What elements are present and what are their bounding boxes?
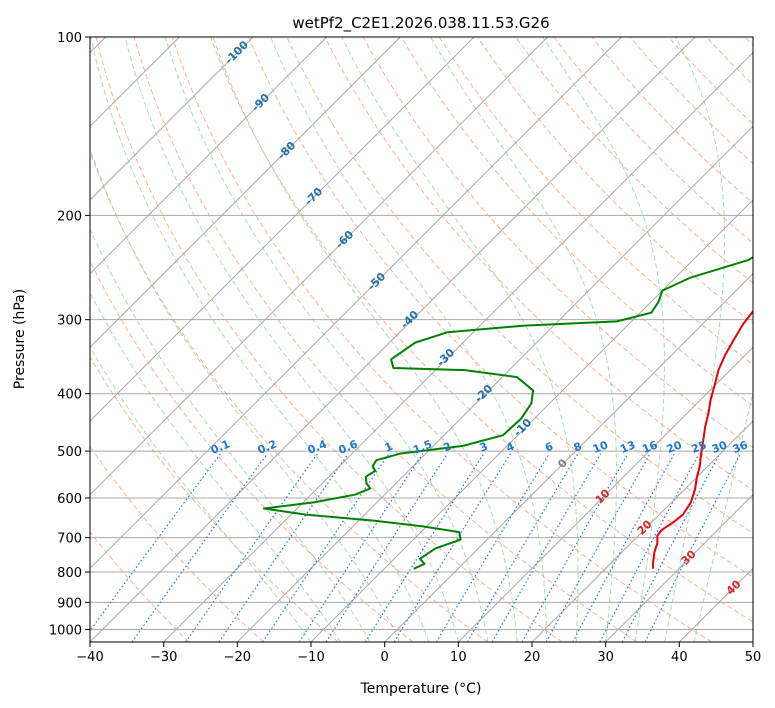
mixing-ratio-label: 3 <box>478 440 490 455</box>
isotherm-line <box>163 51 753 642</box>
isotherm-line <box>90 37 328 275</box>
mixing-ratio-line <box>298 453 424 642</box>
mixing-ratio-line <box>218 453 349 642</box>
dry-adiabat-line <box>171 37 712 642</box>
moist-adiabat-line <box>124 37 459 642</box>
background-lines <box>90 37 753 642</box>
moist-adiabat-line <box>90 291 341 642</box>
dry-adiabat-line <box>515 37 753 284</box>
moist-adiabat-line <box>542 37 665 642</box>
isotherm-line <box>457 346 753 642</box>
x-tick-label: −10 <box>297 650 324 665</box>
y-tick-label: 700 <box>57 532 82 547</box>
dry-adiabat-line <box>248 37 753 578</box>
mixing-ratio-line <box>325 453 449 642</box>
dry-adiabat-line <box>400 37 753 407</box>
isotherm-line <box>90 37 622 570</box>
data-lines <box>263 256 753 570</box>
moist-adiabat-line <box>90 147 400 642</box>
y-tick-label: 600 <box>57 492 82 507</box>
moist-adiabat-line <box>90 227 371 642</box>
isotherm-line <box>90 37 696 642</box>
moist-adiabat-line <box>341 37 579 642</box>
y-tick-label: 900 <box>57 596 82 611</box>
x-tick-label: −30 <box>150 650 177 665</box>
x-tick-label: 0 <box>381 650 389 665</box>
x-tick-label: 30 <box>597 650 614 665</box>
moist-adiabat-line <box>664 37 726 642</box>
x-tick-label: −40 <box>76 650 103 665</box>
dry-adiabat-line <box>90 531 190 642</box>
moist-adiabat-line <box>693 390 753 642</box>
y-tick-label: 200 <box>57 209 82 224</box>
isotherm-line <box>90 37 254 201</box>
moist-adiabat-line <box>164 37 489 642</box>
y-tick-label: 800 <box>57 566 82 581</box>
mixing-ratio-label: 30 <box>710 438 729 456</box>
y-axis-label: Pressure (hPa) <box>12 289 28 389</box>
mixing-ratio-line <box>491 453 602 642</box>
dewpoint-profile-line <box>263 256 753 570</box>
x-tick-label: 10 <box>450 650 467 665</box>
y-tick-label: 400 <box>57 388 82 403</box>
dry-adiabat-line <box>324 37 753 491</box>
mixing-ratio-label: 1 <box>383 440 395 455</box>
mixing-ratio-label: 36 <box>731 438 750 456</box>
dry-adiabat-line <box>90 445 264 642</box>
mixing-ratio-label: 25 <box>689 438 708 456</box>
mixing-ratio-label: 8 <box>572 440 584 455</box>
dry-adiabat-line <box>90 356 339 642</box>
isotherm-line <box>310 199 753 642</box>
x-axis: −40 −30 −20 −10 0 10 20 30 40 50 <box>76 642 761 665</box>
y-tick-label: 300 <box>57 314 82 329</box>
mixing-ratio-line <box>599 453 700 642</box>
moist-adiabat-line <box>212 37 518 642</box>
mixing-ratio-line <box>572 453 675 642</box>
mixing-ratio-line <box>262 453 390 642</box>
x-axis-label: Temperature (°C) <box>360 681 482 697</box>
mixing-ratio-label: 2 <box>441 440 453 455</box>
moist-adiabat-line <box>90 37 430 642</box>
x-tick-label: 50 <box>745 650 762 665</box>
temperature-profile-line <box>652 309 753 569</box>
y-tick-label: 500 <box>57 445 82 460</box>
isotherm-line <box>236 125 753 642</box>
isotherm-line <box>531 420 753 642</box>
mixing-ratio-label: 13 <box>618 438 637 456</box>
mixing-ratio-line <box>131 453 268 642</box>
isotherm-line <box>90 37 401 349</box>
chart-title: wetPf2_C2E1.2026.038.11.53.G26 <box>292 14 549 33</box>
plot-area <box>90 37 753 642</box>
x-tick-label: −20 <box>224 650 251 665</box>
y-tick-label: 1000 <box>49 623 82 638</box>
dry-adiabat-line <box>90 150 488 642</box>
isotherm-line <box>90 37 475 422</box>
dry-adiabat-line <box>439 37 753 366</box>
dry-adiabat-line <box>210 37 753 623</box>
mixing-ratio-line <box>521 453 629 642</box>
isotherm-line <box>605 493 753 642</box>
mixing-ratio-label: 20 <box>665 438 684 456</box>
mixing-ratio-line <box>466 453 579 642</box>
moist-adiabat-line <box>430 37 618 642</box>
mixing-ratio-line <box>185 453 318 642</box>
x-tick-label: 40 <box>671 650 688 665</box>
dry-adiabat-line <box>95 37 563 642</box>
x-tick-label: 20 <box>524 650 541 665</box>
isotherm-line <box>90 37 549 496</box>
isotherm-line <box>752 641 753 642</box>
plot-frame <box>89 36 754 643</box>
mixing-ratio-label: 10 <box>591 438 610 456</box>
isotherm-line <box>384 272 753 642</box>
y-tick-label: 100 <box>57 31 82 46</box>
mixing-ratio-label: 16 <box>640 438 659 456</box>
dry-adiabat-line <box>133 37 638 642</box>
y-axis: 100 200 300 400 500 600 700 800 900 1000 <box>49 31 90 638</box>
mixing-ratio-line <box>90 453 222 632</box>
